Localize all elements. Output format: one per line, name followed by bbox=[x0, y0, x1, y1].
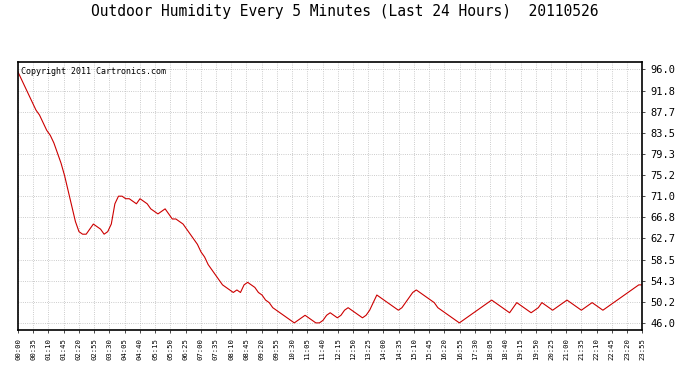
Text: Copyright 2011 Cartronics.com: Copyright 2011 Cartronics.com bbox=[21, 67, 166, 76]
Text: Outdoor Humidity Every 5 Minutes (Last 24 Hours)  20110526: Outdoor Humidity Every 5 Minutes (Last 2… bbox=[91, 4, 599, 19]
